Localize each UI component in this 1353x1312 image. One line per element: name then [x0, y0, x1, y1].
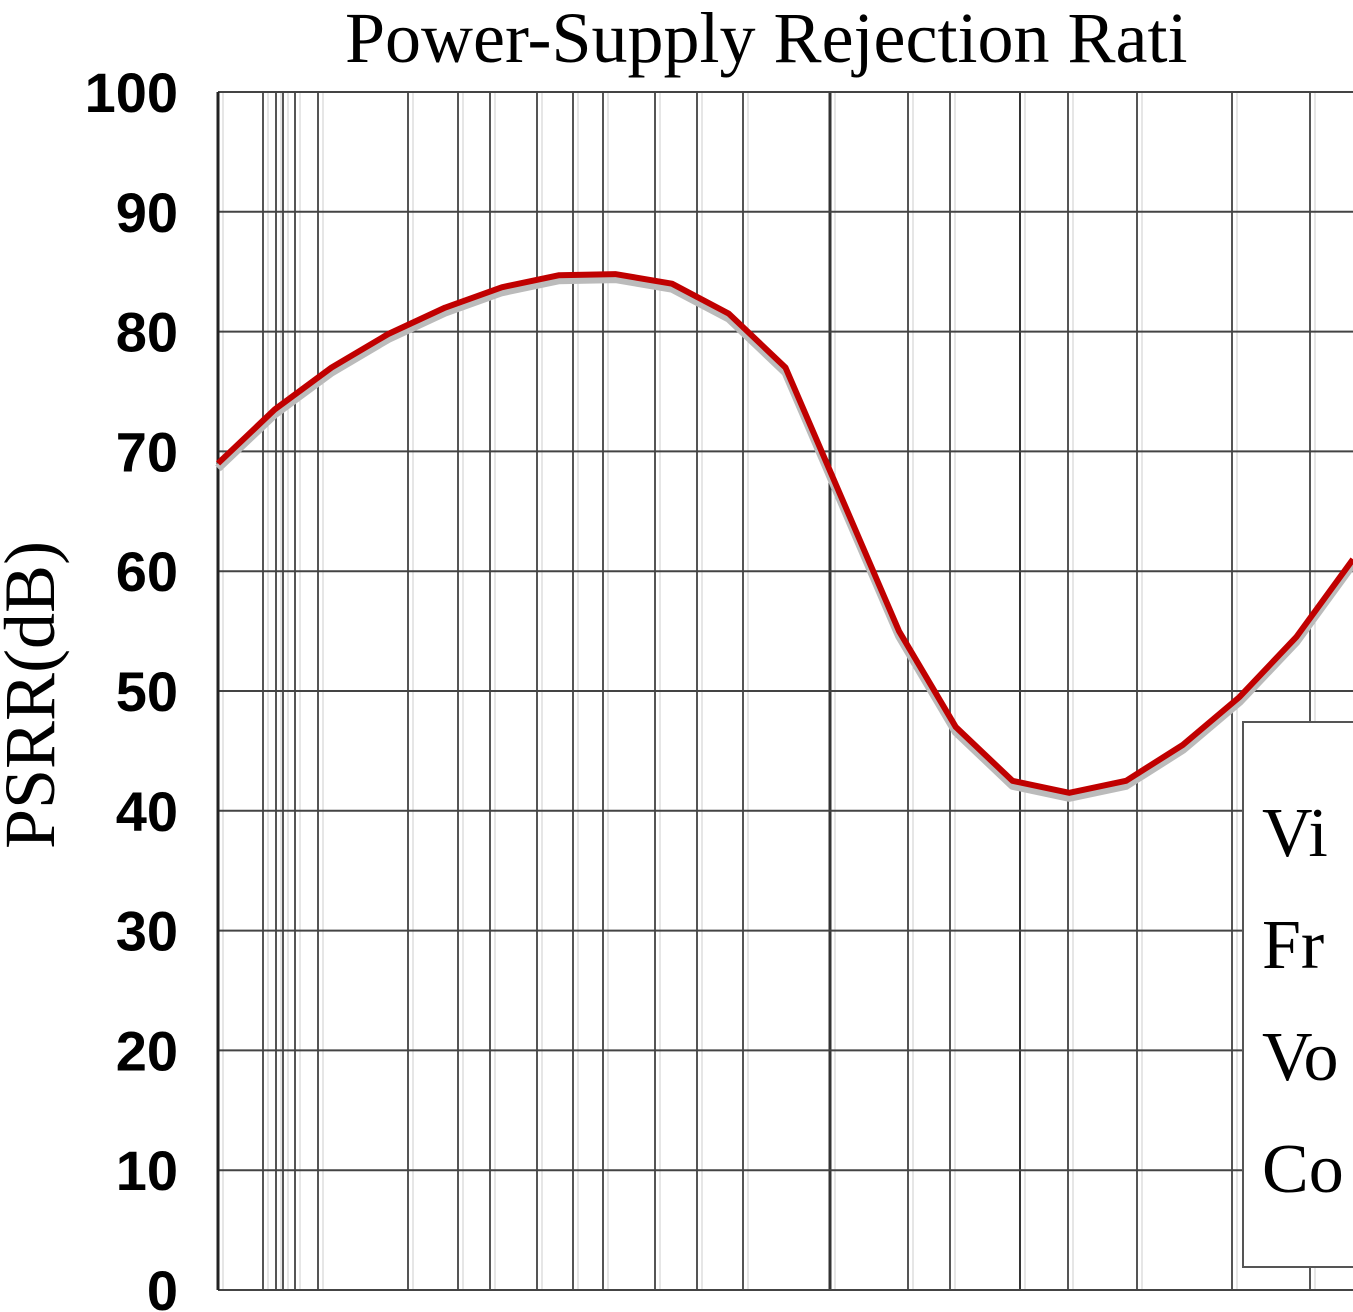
line-series: [215, 271, 1353, 796]
y-tick-label: 20: [116, 1019, 178, 1082]
y-tick-label: 90: [116, 181, 178, 244]
y-tick-label: 80: [116, 301, 178, 364]
y-tick-label: 70: [116, 420, 178, 483]
legend-text: Fr: [1262, 907, 1324, 984]
line-shadow: [215, 275, 1353, 802]
y-tick-label: 0: [147, 1259, 178, 1312]
y-tick-label: 40: [116, 780, 178, 843]
y-axis-label: PSRR(dB): [0, 541, 70, 849]
y-tick-label: 30: [116, 900, 178, 963]
legend-text: Co: [1262, 1131, 1344, 1208]
y-tick-label: 50: [116, 660, 178, 723]
legend-text: Vo: [1262, 1019, 1339, 1096]
y-tick-label: 10: [116, 1139, 178, 1202]
legend-box: [1242, 721, 1353, 1268]
y-tick-label: 100: [85, 61, 178, 124]
chart-title: Power-Supply Rejection Rati: [345, 0, 1187, 78]
legend-text: Vi: [1262, 795, 1328, 872]
y-tick-label: 60: [116, 540, 178, 603]
